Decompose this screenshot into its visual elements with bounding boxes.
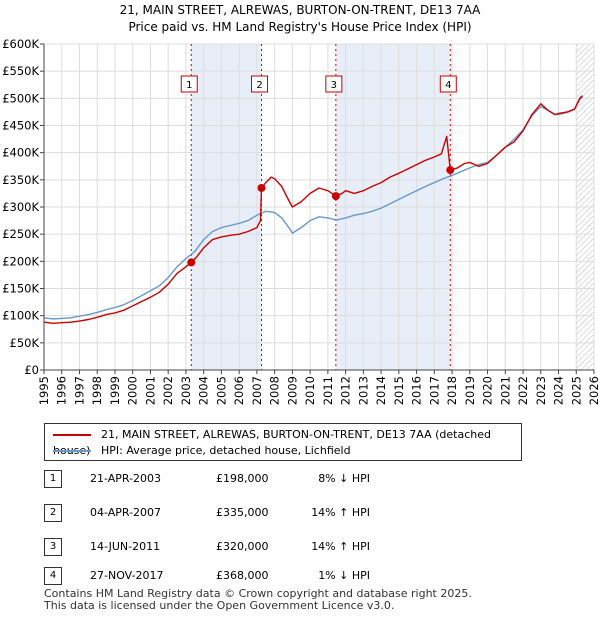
sale-date: 14-JUN-2011: [90, 540, 161, 553]
chart-title-block: 21, MAIN STREET, ALREWAS, BURTON-ON-TREN…: [0, 2, 600, 36]
series-lines: [43, 95, 583, 324]
x-tick-label: 2020: [481, 376, 495, 405]
y-tick-label: £400K: [2, 146, 39, 160]
sale-hpi-change: 1% ↓ HPI: [318, 569, 370, 582]
sale-number: 2: [44, 504, 62, 522]
x-tick-label: 2001: [143, 376, 157, 405]
legend: 21, MAIN STREET, ALREWAS, BURTON-ON-TREN…: [44, 423, 522, 461]
sale-price: £368,000: [216, 569, 269, 582]
sale-price: £198,000: [216, 472, 269, 485]
sale-point: [257, 183, 266, 192]
x-tick-label: 2023: [534, 376, 548, 405]
chart-subtitle: Price paid vs. HM Land Registry's House …: [128, 20, 472, 34]
x-tick-label: 2002: [161, 376, 175, 405]
sale-label: 2: [256, 80, 262, 91]
legend-label-hpi: HPI: Average price, detached house, Lich…: [101, 444, 351, 457]
price-chart: 1 2 3 4 £0 £50K £100K £150K £200K £250K £300K £350…: [2, 37, 600, 405]
x-tick-label: 2011: [321, 376, 335, 405]
x-tick-label: 2024: [552, 376, 566, 405]
x-tick-label: 2026: [587, 376, 600, 405]
x-tick-label: 2013: [356, 376, 370, 405]
y-tick-label: £450K: [2, 119, 39, 133]
sale-label-box: [325, 75, 343, 93]
y-tick-label: £500K: [2, 91, 39, 105]
y-tick-label: £550K: [2, 64, 39, 78]
x-tick-label: 2019: [463, 376, 477, 405]
y-tick-label: £200K: [2, 254, 39, 268]
x-tick-label: 2007: [250, 376, 264, 405]
x-tick-label: 2003: [179, 376, 193, 405]
y-tick-label: £600K: [2, 37, 39, 51]
x-tick-label: 2005: [214, 376, 228, 405]
footer-copyright: Contains HM Land Registry data © Crown c…: [44, 587, 472, 600]
x-tick-label: 1998: [90, 376, 104, 405]
legend-swatch-hpi: [53, 450, 91, 452]
series-line: [43, 95, 583, 324]
x-tick-label: 2016: [410, 376, 424, 405]
x-tick-label: 2017: [427, 376, 441, 405]
grid: [43, 43, 595, 371]
x-tick-label: 2010: [303, 376, 317, 405]
sale-number: 1: [44, 470, 62, 488]
sale-number: 3: [44, 538, 62, 556]
legend-label-property: 21, MAIN STREET, ALREWAS, BURTON-ON-TREN…: [53, 428, 492, 457]
y-tick-label: £350K: [2, 173, 39, 187]
y-tick-label: £50K: [10, 336, 40, 350]
sale-label-box: [180, 75, 198, 93]
sale-points: [187, 166, 455, 267]
y-tick-label: £100K: [2, 309, 39, 323]
sale-labels: 1 2 3 4: [180, 75, 457, 93]
x-tick-label: 2012: [339, 376, 353, 405]
table-row: 2 04-APR-2007 £335,000 14% ↑ HPI: [44, 504, 464, 522]
x-tick-label: 2025: [569, 376, 583, 405]
x-tick-label: 1997: [72, 376, 86, 405]
sale-date: 04-APR-2007: [90, 506, 162, 519]
x-tick-label: 2021: [498, 376, 512, 405]
sale-price: £335,000: [216, 506, 269, 519]
x-tick-label: 1999: [108, 376, 122, 405]
sale-label-box: [439, 75, 457, 93]
sale-point: [187, 258, 196, 267]
chart-title: 21, MAIN STREET, ALREWAS, BURTON-ON-TREN…: [119, 3, 481, 17]
legend-item-property: 21, MAIN STREET, ALREWAS, BURTON-ON-TREN…: [53, 427, 521, 457]
sale-label-box: [251, 75, 269, 93]
sale-label: 3: [331, 80, 337, 91]
series-line: [43, 96, 583, 320]
sale-hpi-change: 14% ↑ HPI: [311, 540, 370, 553]
x-tick-label: 2009: [285, 376, 299, 405]
x-tick-label: 2015: [392, 376, 406, 405]
y-tick-label: £0: [24, 363, 39, 377]
sale-label: 4: [445, 80, 451, 91]
x-tick-label: 1995: [37, 376, 51, 405]
footer: Contains HM Land Registry data © Crown c…: [44, 588, 472, 612]
sale-point: [446, 166, 455, 175]
x-tick-label: 2006: [232, 376, 246, 405]
sale-point: [331, 192, 340, 201]
sale-price: £320,000: [216, 540, 269, 553]
x-tick-label: 2022: [516, 376, 530, 405]
legend-swatch-property: [53, 434, 91, 436]
x-tick-label: 1996: [55, 376, 69, 405]
sale-hpi-change: 8% ↓ HPI: [318, 472, 370, 485]
y-tick-label: £150K: [2, 282, 39, 296]
sale-marker-lines: [190, 44, 451, 370]
legend-item-hpi: HPI: Average price, detached house, Lich…: [53, 443, 351, 459]
table-row: 1 21-APR-2003 £198,000 8% ↓ HPI: [44, 470, 464, 488]
sale-label: 1: [186, 80, 192, 91]
axes: £0 £50K £100K £150K £200K £250K £300K £350K £400…: [2, 37, 600, 405]
sale-date: 27-NOV-2017: [90, 569, 164, 582]
x-tick-label: 2000: [126, 376, 140, 405]
sale-date: 21-APR-2003: [90, 472, 162, 485]
table-row: 3 14-JUN-2011 £320,000 14% ↑ HPI: [44, 538, 464, 556]
x-tick-label: 2004: [197, 376, 211, 405]
table-row: 4 27-NOV-2017 £368,000 1% ↓ HPI: [44, 567, 464, 585]
x-tick-label: 2008: [268, 376, 282, 405]
x-tick-label: 2014: [374, 376, 388, 405]
y-tick-label: £300K: [2, 200, 39, 214]
sale-hpi-change: 14% ↑ HPI: [311, 506, 370, 519]
x-tick-label: 2018: [445, 376, 459, 405]
footer-licence: This data is licensed under the Open Gov…: [44, 599, 395, 612]
sale-number: 4: [44, 567, 62, 585]
y-tick-label: £250K: [2, 227, 39, 241]
